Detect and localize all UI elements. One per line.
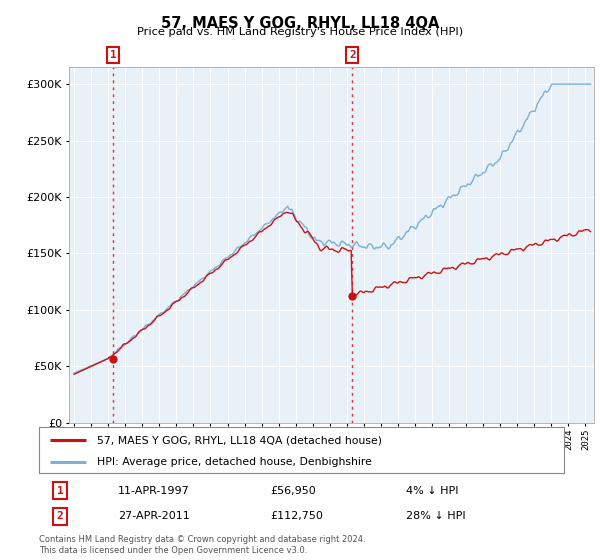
Text: 28% ↓ HPI: 28% ↓ HPI [407, 511, 466, 521]
Text: £112,750: £112,750 [270, 511, 323, 521]
Text: 2: 2 [56, 511, 64, 521]
Text: Price paid vs. HM Land Registry's House Price Index (HPI): Price paid vs. HM Land Registry's House … [137, 27, 463, 37]
Text: Contains HM Land Registry data © Crown copyright and database right 2024.
This d: Contains HM Land Registry data © Crown c… [39, 535, 365, 555]
Text: 1: 1 [110, 50, 116, 60]
Text: 27-APR-2011: 27-APR-2011 [118, 511, 190, 521]
Text: 57, MAES Y GOG, RHYL, LL18 4QA (detached house): 57, MAES Y GOG, RHYL, LL18 4QA (detached… [97, 435, 382, 445]
Text: HPI: Average price, detached house, Denbighshire: HPI: Average price, detached house, Denb… [97, 457, 371, 466]
Text: 1: 1 [56, 486, 64, 496]
Text: 2: 2 [349, 50, 356, 60]
Text: 57, MAES Y GOG, RHYL, LL18 4QA: 57, MAES Y GOG, RHYL, LL18 4QA [161, 16, 439, 31]
Text: £56,950: £56,950 [270, 486, 316, 496]
Text: 4% ↓ HPI: 4% ↓ HPI [407, 486, 459, 496]
Text: 11-APR-1997: 11-APR-1997 [118, 486, 190, 496]
